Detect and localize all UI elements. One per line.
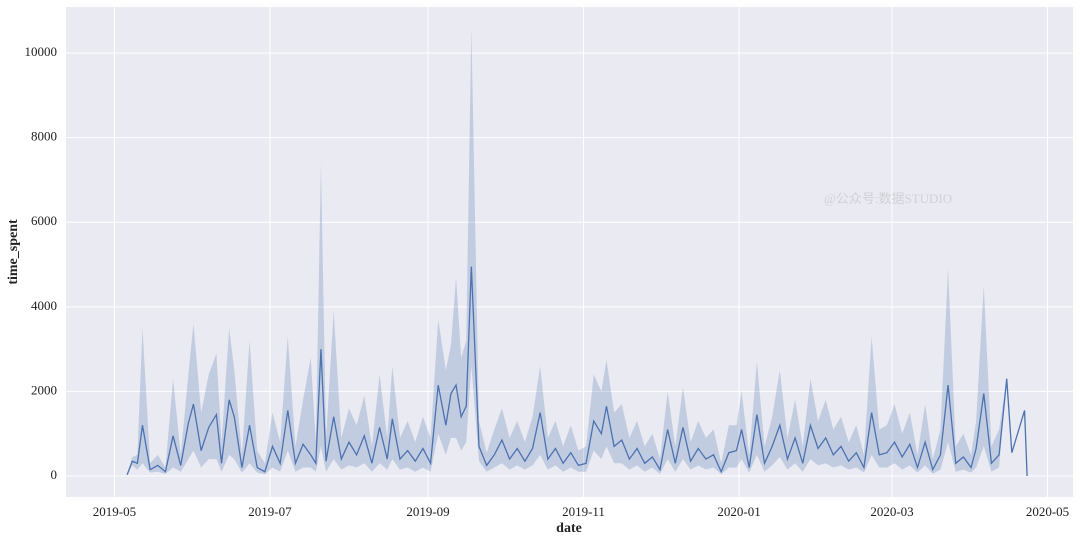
x-axis-label: date — [556, 521, 582, 536]
y-tick-label: 0 — [51, 467, 58, 482]
watermark: @公众号:数据STUDIO — [824, 191, 952, 206]
x-tick-label: 2020-01 — [717, 504, 760, 519]
x-tick-label: 2019-05 — [93, 504, 136, 519]
confidence-band — [127, 27, 1028, 476]
y-axis-label: time_spent — [6, 219, 21, 285]
x-tick-label: 2019-09 — [406, 504, 449, 519]
y-tick-label: 4000 — [31, 298, 57, 313]
y-tick-label: 2000 — [31, 382, 57, 397]
line — [126, 266, 1028, 477]
marks — [126, 27, 1028, 477]
y-tick-label: 6000 — [31, 213, 57, 228]
x-tick-label: 2019-11 — [562, 504, 605, 519]
grid — [66, 7, 1073, 497]
y-tick-label: 10000 — [25, 44, 58, 59]
x-tick-label: 2019-07 — [248, 504, 292, 519]
x-tick-label: 2020-03 — [870, 504, 913, 519]
y-tick-label: 8000 — [31, 129, 57, 144]
x-tick-label: 2020-05 — [1026, 504, 1069, 519]
